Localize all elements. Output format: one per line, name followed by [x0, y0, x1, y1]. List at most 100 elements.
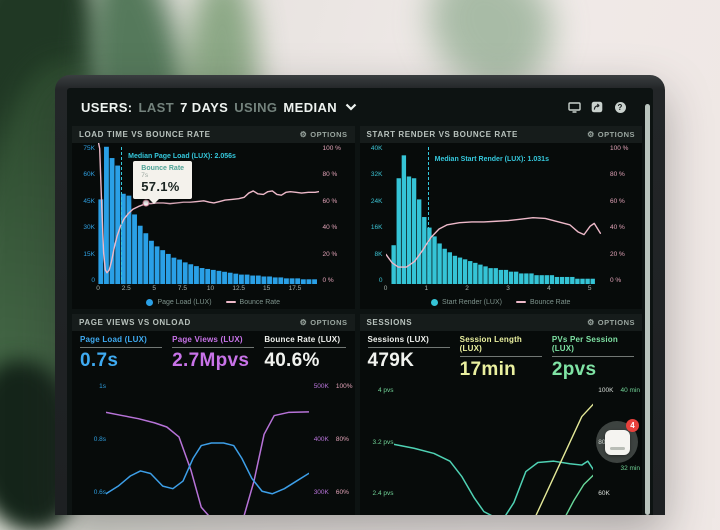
- x-tick-label: 2: [465, 285, 469, 292]
- tick-label: 80K: [598, 439, 613, 446]
- metric-pvs-per-session: PVs Per Session (LUX) 2pvs: [551, 335, 634, 381]
- tick-label: 0: [378, 276, 383, 284]
- tick-label: 300K: [313, 489, 329, 496]
- options-button[interactable]: ⚙ OPTIONS: [587, 318, 635, 327]
- metric-row: Sessions (LUX) 479K Session Length (LUX)…: [360, 331, 643, 381]
- range-value: 7 DAYS: [180, 99, 229, 115]
- users-label: USERS:: [81, 99, 133, 115]
- dashboard-topbar: USERS: LAST 7 DAYS USING MEDIAN ?: [67, 88, 653, 126]
- users-range-dropdown[interactable]: USERS: LAST 7 DAYS USING MEDIAN: [81, 100, 357, 115]
- tick-label: 0 %: [322, 276, 334, 284]
- y-axis-percent: 100%80%60%40%: [336, 383, 353, 515]
- metric-row: Page Load (LUX) 0.7s Page Views (LUX) 2.…: [72, 331, 355, 377]
- options-label: OPTIONS: [597, 130, 635, 139]
- y-axis-right: 100 % 80 % 60 % 40 % 20 % 0 %: [606, 143, 642, 284]
- chart-body: 75K 60K 45K 30K 15K 0 Median Page Load (LUX):…: [72, 143, 355, 284]
- options-label: OPTIONS: [310, 318, 348, 327]
- help-icon[interactable]: ?: [613, 101, 627, 113]
- x-tick-label: 2.5: [121, 285, 131, 292]
- panel-title: START RENDER VS BOUNCE RATE: [366, 130, 518, 139]
- gear-icon: ⚙: [299, 129, 308, 139]
- chart-body: 40K 32K 24K 16K 8K 0 Median Start Render (LUX…: [360, 143, 643, 284]
- options-button[interactable]: ⚙ OPTIONS: [300, 318, 348, 327]
- display-icon[interactable]: [567, 101, 581, 113]
- tick-label: 60 %: [610, 197, 625, 205]
- tick-label: 45K: [83, 197, 95, 205]
- range-word: LAST: [138, 99, 175, 115]
- tick-label: 1s: [99, 383, 106, 390]
- panel-header: PAGE VIEWS VS ONLOAD ⚙ OPTIONS: [72, 314, 355, 331]
- median-dashed-line: [121, 147, 123, 280]
- line-plot[interactable]: [394, 381, 594, 515]
- chat-widget-button[interactable]: 4: [596, 419, 639, 463]
- legend-page-load[interactable]: Page Load (LUX): [146, 298, 212, 306]
- line-marker-icon: [515, 301, 526, 303]
- median-dashed-line: [427, 147, 429, 280]
- gear-icon: ⚙: [587, 317, 595, 327]
- metric-value: MEDIAN: [283, 99, 338, 115]
- tick-label: 75K: [83, 145, 95, 152]
- median-annotation: Median Page Load (LUX): 2.056s: [128, 152, 236, 160]
- share-icon[interactable]: [590, 101, 604, 113]
- tick-label: 40 min: [620, 387, 640, 394]
- options-button[interactable]: ⚙ OPTIONS: [300, 130, 348, 139]
- tooltip-series: Bounce Rate: [141, 165, 185, 173]
- tick-label: 32 min: [620, 464, 640, 472]
- panel-start-render-vs-bounce: START RENDER VS BOUNCE RATE ⚙ OPTIONS 40…: [359, 126, 643, 309]
- dot-marker-icon: [431, 298, 439, 306]
- panel-header: SESSIONS ⚙ OPTIONS: [359, 314, 642, 331]
- legend-bounce-rate[interactable]: Bounce Rate: [225, 299, 280, 306]
- line-plot[interactable]: [106, 377, 309, 515]
- x-tick-label: 0: [383, 285, 388, 292]
- start-render-histogram: [386, 155, 607, 284]
- y-axis-pageviews: 500K400K300K200K: [314, 383, 329, 515]
- legend-start-render[interactable]: Start Render (LUX): [431, 298, 502, 306]
- y-axis-left: 1s0.8s0.6s0.4s: [72, 377, 106, 515]
- page-views-line-chart: [106, 377, 309, 515]
- tick-label: 0.8s: [93, 436, 106, 443]
- panel-header: LOAD TIME VS BOUNCE RATE ⚙ OPTIONS: [72, 126, 355, 143]
- options-button[interactable]: ⚙ OPTIONS: [587, 130, 635, 139]
- x-tick-label: 17.5: [288, 285, 302, 292]
- tick-label: 8K: [374, 250, 383, 258]
- median-annotation: Median Start Render (LUX): 1.031s: [434, 155, 549, 163]
- laptop-frame: USERS: LAST 7 DAYS USING MEDIAN ?: [55, 75, 665, 515]
- panel-title: LOAD TIME VS BOUNCE RATE: [79, 130, 211, 139]
- tick-label: 2.4 pvs: [372, 490, 394, 498]
- gear-icon: ⚙: [587, 129, 595, 139]
- tick-label: 80%: [335, 436, 349, 443]
- tooltip-value: 57.1%: [141, 179, 180, 195]
- x-tick-label: 5: [152, 285, 157, 292]
- tick-label: 30K: [83, 224, 95, 232]
- sessions-line-chart: [394, 381, 594, 515]
- panel-page-views-vs-onload: PAGE VIEWS VS ONLOAD ⚙ OPTIONS Page Load…: [72, 314, 355, 515]
- tick-label: 40 %: [610, 224, 625, 232]
- tick-label: 3.2 pvs: [372, 438, 394, 446]
- histogram-plot[interactable]: Median Start Render (LUX): 1.031s: [386, 143, 607, 284]
- metric-session-length: Session Length (LUX) 17min: [459, 335, 542, 381]
- tick-label: 32K: [370, 171, 383, 179]
- topbar-icons: ?: [567, 101, 627, 113]
- y-axis-left: 40K 32K 24K 16K 8K 0: [360, 143, 386, 284]
- vertical-scrollbar[interactable]: [645, 104, 650, 515]
- tick-label: 100 %: [322, 145, 341, 152]
- metric-page-views: Page Views (LUX) 2.7Mpvs: [172, 335, 255, 377]
- x-tick-label: 15: [263, 285, 271, 292]
- tick-label: 15K: [83, 250, 95, 258]
- chart-legend: Start Render (LUX) Bounce Rate: [360, 295, 643, 309]
- legend-bounce-rate[interactable]: Bounce Rate: [515, 299, 570, 306]
- x-tick-label: 4: [547, 285, 551, 292]
- tick-label: 0 %: [610, 276, 622, 284]
- x-tick-label: 3: [506, 285, 510, 292]
- panel-load-time-vs-bounce: LOAD TIME VS BOUNCE RATE ⚙ OPTIONS 75K 60…: [72, 126, 355, 309]
- chart-body: 1s0.8s0.6s0.4s 500K400K300K200K 100%80%6…: [72, 377, 355, 515]
- panel-sessions: SESSIONS ⚙ OPTIONS Sessions (LUX) 479K S…: [359, 314, 643, 515]
- dashboard-screen: USERS: LAST 7 DAYS USING MEDIAN ?: [67, 88, 653, 515]
- metric-sessions: Sessions (LUX) 479K: [367, 335, 450, 381]
- x-axis: 0 2.5 5 7.5 10 12.5 15 17.5: [72, 284, 355, 295]
- tick-label: 20 %: [610, 250, 625, 258]
- tick-label: 60K: [83, 171, 95, 179]
- histogram-plot[interactable]: Median Page Load (LUX): 2.056s Bounce Ra…: [98, 143, 319, 284]
